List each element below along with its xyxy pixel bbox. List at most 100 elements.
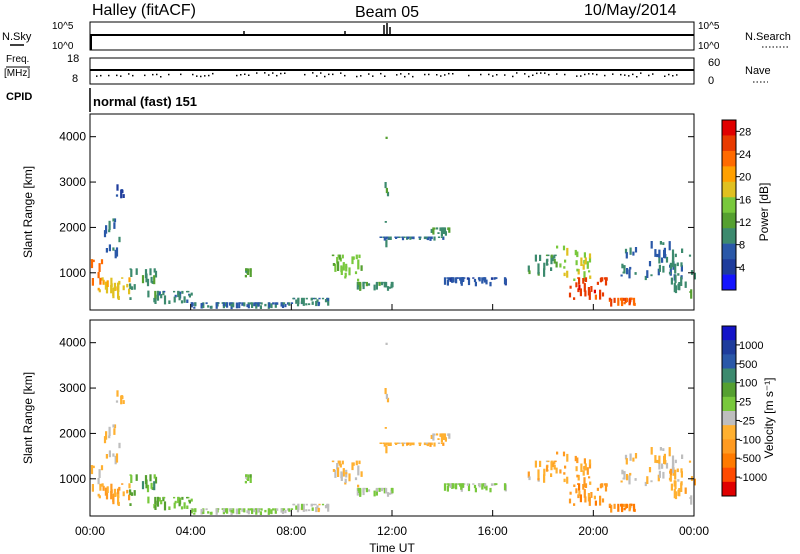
velocity-echo-streak bbox=[385, 443, 388, 446]
power-echo-streak bbox=[425, 236, 428, 239]
power-echo-streak bbox=[274, 304, 277, 308]
power-echo-streak bbox=[443, 277, 447, 285]
power-echo-streak bbox=[553, 254, 556, 259]
power-echo-streak bbox=[658, 249, 661, 258]
velocity-echo-streak bbox=[102, 485, 105, 491]
power-echo-streak bbox=[650, 241, 653, 249]
velocity-colorbar-frame bbox=[721, 325, 737, 497]
power-echo-streak bbox=[650, 274, 653, 277]
nave-dot bbox=[404, 75, 406, 78]
velocity-echo-streak bbox=[684, 487, 687, 494]
power-echo-streak bbox=[373, 284, 376, 291]
power-echo-region bbox=[103, 218, 121, 259]
nsky-spikes bbox=[90, 23, 391, 50]
velocity-echo-streak bbox=[483, 486, 486, 489]
power-echo-streak bbox=[281, 303, 285, 308]
nave-dot bbox=[544, 72, 546, 74]
power-echo-region bbox=[608, 297, 636, 307]
power-echo-streak bbox=[673, 283, 676, 293]
power-echo-streak bbox=[447, 227, 450, 230]
velocity-echo-streak bbox=[563, 478, 566, 483]
power-echo-streak bbox=[493, 277, 496, 279]
velocity-echo-streak bbox=[441, 433, 445, 436]
power-echo-streak bbox=[623, 302, 626, 305]
power-colorbar-tick-label: 20 bbox=[739, 172, 751, 184]
nave-dot bbox=[356, 75, 358, 78]
velocity-echo-streak bbox=[448, 433, 451, 439]
power-echo-streak bbox=[680, 276, 683, 286]
velocity-echo-region bbox=[430, 433, 451, 443]
velocity-echo-streak bbox=[539, 460, 542, 467]
power-echo-streak bbox=[163, 290, 166, 293]
power-echo-streak bbox=[91, 278, 94, 286]
velocity-echo-streak bbox=[118, 442, 121, 449]
velocity-echo-streak bbox=[222, 508, 225, 513]
power-echo-streak bbox=[98, 289, 101, 293]
x-axis-ticks: 00:00 04:00 08:00 12:00 16:00 20:00 00:00 bbox=[75, 304, 709, 538]
velocity-echo-streak bbox=[563, 472, 566, 475]
velocity-echo-streak bbox=[129, 503, 132, 506]
power-echo-streak bbox=[355, 254, 358, 260]
power-echo-region bbox=[556, 245, 592, 282]
power-echo-streak bbox=[122, 194, 125, 198]
power-echo-streak bbox=[574, 249, 577, 256]
power-echo-streak bbox=[264, 303, 267, 307]
velocity-echo-streak bbox=[381, 487, 384, 490]
power-echo-streak bbox=[460, 277, 463, 284]
power-echo-streak bbox=[116, 282, 120, 289]
power-echo-streak bbox=[654, 249, 657, 257]
power-echo-streak bbox=[305, 297, 308, 300]
power-echo-streak bbox=[101, 277, 104, 281]
velocity-echo-streak bbox=[116, 488, 120, 495]
velocity-echo-streak bbox=[668, 477, 672, 481]
velocity-echo-streak bbox=[129, 474, 132, 476]
velocity-echo-streak bbox=[173, 496, 176, 499]
velocity-echo-streak bbox=[133, 490, 136, 496]
power-echo-streak bbox=[576, 268, 579, 272]
velocity-echo-streak bbox=[117, 490, 120, 498]
velocity-echo-streak bbox=[112, 453, 115, 457]
nave-dot bbox=[340, 72, 342, 74]
velocity-echo-streak bbox=[633, 508, 636, 512]
velocity-echo-streak bbox=[394, 442, 397, 444]
velocity-echo-streak bbox=[663, 455, 666, 464]
power-echo-streak bbox=[455, 277, 458, 284]
power-echo-streak bbox=[439, 227, 442, 231]
velocity-echo-streak bbox=[340, 471, 343, 479]
power-echo-streak bbox=[575, 260, 578, 266]
power-echo-streak bbox=[92, 259, 95, 263]
velocity-echo-streak bbox=[105, 431, 108, 440]
power-y-axis-label: Slant Range [km] bbox=[21, 166, 35, 258]
power-echo-streak bbox=[272, 302, 275, 305]
nave-dot bbox=[632, 73, 634, 76]
power-echo-streak bbox=[340, 265, 343, 273]
power-colorbar-label: Power [dB] bbox=[757, 183, 771, 242]
velocity-echo-streak bbox=[380, 487, 384, 492]
power-echo-region bbox=[620, 241, 684, 281]
velocity-echo-streak bbox=[243, 508, 246, 513]
power-echo-streak bbox=[394, 236, 397, 238]
power-echo-streak bbox=[622, 297, 625, 301]
velocity-echo-streak bbox=[674, 469, 677, 480]
velocity-echo-streak bbox=[669, 468, 672, 476]
velocity-echo-streak bbox=[629, 472, 632, 476]
power-echo-streak bbox=[108, 220, 111, 230]
velocity-echo-streak bbox=[577, 494, 580, 499]
power-echo-streak bbox=[255, 302, 258, 309]
power-echo-streak bbox=[149, 268, 152, 276]
power-echo-streak bbox=[160, 294, 163, 299]
nave-dot bbox=[116, 74, 118, 77]
power-echo-streak bbox=[385, 187, 388, 194]
power-echo-streak bbox=[625, 252, 628, 259]
power-echo-streak bbox=[610, 298, 613, 307]
velocity-echo-streak bbox=[577, 474, 580, 481]
power-echo-streak bbox=[352, 256, 355, 260]
power-plot-bg bbox=[90, 114, 694, 310]
power-echo-streak bbox=[539, 254, 542, 261]
power-echo-streak bbox=[432, 227, 435, 235]
power-echo-streak bbox=[357, 281, 360, 285]
velocity-colorbar: 1000 500 100 25 -25 -100 -500 -1000 bbox=[721, 325, 767, 497]
power-echo-region bbox=[129, 268, 158, 300]
velocity-echo-streak bbox=[178, 500, 181, 507]
